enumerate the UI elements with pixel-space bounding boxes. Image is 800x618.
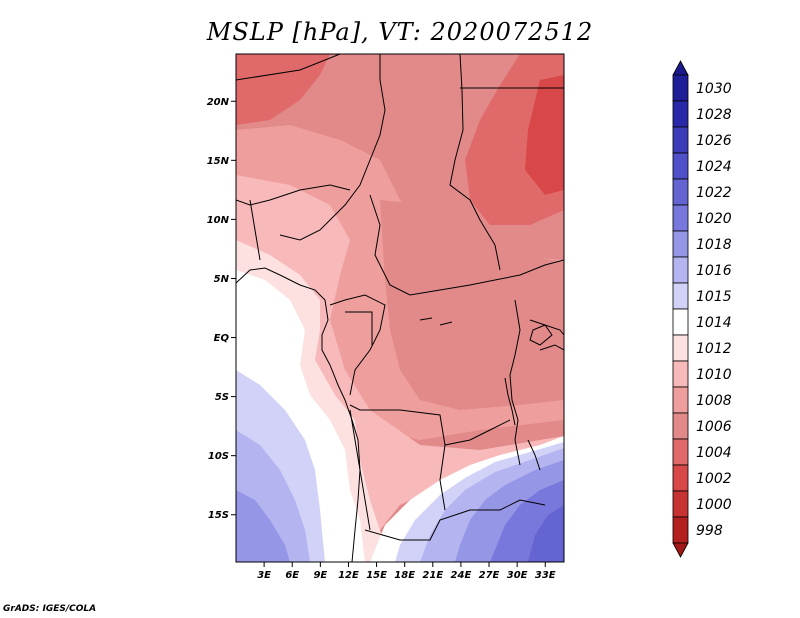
border-uganda	[529, 319, 564, 336]
colorbar-swatch	[672, 386, 689, 414]
colorbar-label: 1000	[696, 497, 732, 513]
lake-victoria	[529, 324, 553, 346]
colorbar-swatch	[672, 438, 689, 466]
colorbar-swatch	[672, 282, 689, 310]
colorbar-label: 1014	[696, 315, 732, 331]
lon-tick-label: 21E	[422, 570, 443, 581]
colorbar-label: 1010	[696, 367, 732, 383]
colorbar-label: 1030	[696, 81, 732, 97]
map-frame	[235, 53, 565, 563]
lat-tick-label: EQ	[214, 333, 230, 344]
colorbar-swatch	[672, 74, 689, 102]
colorbar-top-arrow	[672, 60, 689, 76]
field-1006-interior	[380, 200, 564, 410]
lon-tick-label: 30E	[507, 570, 528, 581]
border-cameroon	[329, 294, 386, 396]
colorbar-bottom-arrow	[672, 542, 689, 558]
border-angola-west	[349, 409, 371, 531]
colorbar-swatch	[672, 360, 689, 388]
field-1018-west	[236, 490, 290, 562]
border-south	[364, 499, 546, 541]
border-nigeria	[249, 199, 261, 261]
lat-tick-label: 5S	[215, 392, 229, 403]
colorbar-swatch	[672, 516, 689, 544]
colorbar-swatch	[672, 308, 689, 336]
lon-tick-label: 24E	[451, 570, 472, 581]
lat-tick-label: 15S	[208, 510, 229, 521]
colorbar-swatch	[672, 126, 689, 154]
border-car	[369, 194, 564, 296]
pressure-field	[236, 54, 564, 562]
colorbar-swatch	[672, 204, 689, 232]
colorbar-swatch	[672, 464, 689, 492]
colorbar-swatch	[672, 412, 689, 440]
colorbar-swatch	[672, 178, 689, 206]
colorbar-label: 1008	[696, 393, 732, 409]
colorbar-label: 1024	[696, 159, 732, 175]
lon-tick-label: 33E	[535, 570, 556, 581]
colorbar-label: 1020	[696, 211, 732, 227]
colorbar-label: 1022	[696, 185, 732, 201]
lon-tick-label: 12E	[338, 570, 359, 581]
colorbar-swatch	[672, 334, 689, 362]
lat-tick-label: 10N	[207, 215, 230, 226]
colorbar-swatch	[672, 256, 689, 284]
lon-tick-label: 18E	[394, 570, 415, 581]
field-1004-sahara	[236, 54, 330, 125]
colorbar-swatch	[672, 490, 689, 518]
footer-credit: GrADS: IGES/COLA	[3, 604, 97, 614]
lon-tick-label: 27E	[479, 570, 500, 581]
border-chad-niger	[279, 54, 386, 241]
colorbar-label: 1002	[696, 471, 732, 487]
colorbar-label: 1026	[696, 133, 732, 149]
colorbar-label: 1018	[696, 237, 732, 253]
lon-tick-label: 15E	[366, 570, 387, 581]
colorbar-label: 998	[696, 523, 723, 539]
lat-tick-label: 20N	[207, 97, 230, 108]
lake-malawi	[527, 439, 541, 471]
lon-tick-label: 3E	[257, 570, 271, 581]
colorbar-label: 1006	[696, 419, 732, 435]
field-1002	[525, 75, 564, 195]
border-congo-angola	[349, 404, 511, 446]
lon-tick-label: 6E	[285, 570, 299, 581]
colorbar-label: 1004	[696, 445, 732, 461]
lake-tanganyika	[504, 377, 516, 426]
colorbar-label: 1016	[696, 263, 732, 279]
river-congo	[419, 317, 453, 326]
field-1022-southeast	[528, 505, 564, 562]
lon-tick-label: 9E	[313, 570, 327, 581]
colorbar-label: 1015	[696, 289, 732, 305]
border-kenya	[539, 344, 564, 351]
border-east-lakes	[509, 299, 521, 466]
border-zambia	[439, 444, 446, 511]
colorbar-swatch	[672, 100, 689, 128]
lat-tick-label: 10S	[208, 451, 229, 462]
border-north-1	[236, 54, 341, 81]
map-title: MSLP [hPa], VT: 2020072512	[206, 18, 594, 46]
longitude-axis: 3E 6E 9E 12E 15E 18E 21E 24E 27E 30E 33E	[257, 562, 556, 581]
colorbar-label: 1012	[696, 341, 732, 357]
border-niger-south	[236, 184, 351, 206]
lat-tick-label: 5N	[214, 274, 230, 285]
border-gabon	[345, 311, 373, 345]
border-sudan	[449, 54, 501, 271]
colorbar-label: 1028	[696, 107, 732, 123]
country-borders	[236, 54, 564, 562]
colorbar-swatch	[672, 152, 689, 180]
colorbar-legend: 1030 1028 1026 1024 1022 1020 1018 1016 1015 1014…	[672, 60, 732, 558]
latitude-axis: 20N 15N 10N 5N EQ 5S 10S 15S	[207, 97, 236, 521]
colorbar-swatch	[672, 230, 689, 258]
lat-tick-label: 15N	[207, 156, 230, 167]
